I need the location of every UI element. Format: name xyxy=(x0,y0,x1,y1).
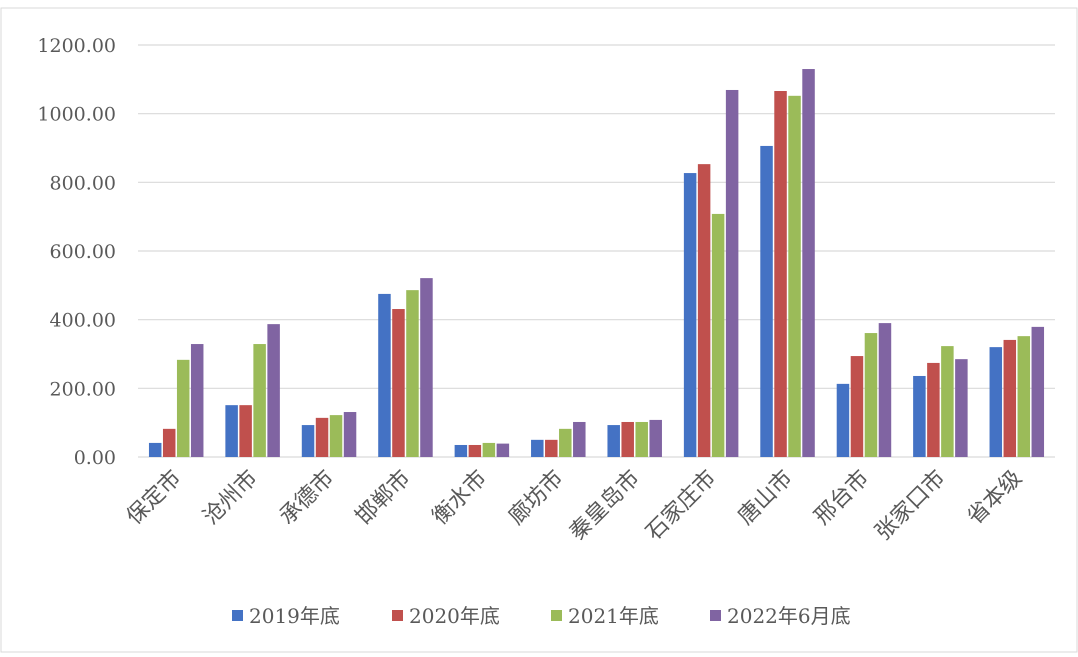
bar xyxy=(1017,336,1031,457)
bar xyxy=(573,421,586,457)
bar xyxy=(176,359,190,457)
bar xyxy=(774,91,787,458)
bar xyxy=(850,356,864,457)
bar xyxy=(420,278,433,457)
bar xyxy=(329,415,343,457)
bar xyxy=(621,421,634,457)
bar xyxy=(725,89,739,457)
bar xyxy=(253,344,266,457)
legend-swatch xyxy=(710,610,721,621)
bar xyxy=(711,213,725,457)
bar xyxy=(162,428,176,457)
chart-frame xyxy=(0,7,1078,653)
bar xyxy=(941,346,954,457)
legend-label: 2021年底 xyxy=(568,604,659,628)
bar xyxy=(607,425,620,457)
bar xyxy=(482,442,496,457)
bar xyxy=(760,145,773,457)
bar xyxy=(267,324,280,457)
bar xyxy=(531,439,544,457)
bar xyxy=(378,293,391,457)
bar xyxy=(683,173,697,457)
bar xyxy=(649,419,662,457)
bar xyxy=(496,443,510,457)
bar xyxy=(927,362,940,457)
bar xyxy=(148,442,162,457)
bar xyxy=(190,344,204,457)
legend-label: 2022年6月底 xyxy=(727,604,851,628)
legend-swatch xyxy=(551,610,562,621)
y-tick-label: 600.00 xyxy=(50,241,116,263)
bar xyxy=(406,290,419,457)
bar xyxy=(1003,339,1017,457)
bar xyxy=(955,359,968,457)
bar xyxy=(559,428,572,457)
y-tick-label: 400.00 xyxy=(50,310,116,332)
bar xyxy=(392,309,405,457)
bar xyxy=(545,439,558,457)
bar xyxy=(913,375,926,457)
bar xyxy=(225,405,238,457)
bar xyxy=(836,383,850,457)
bar xyxy=(788,95,801,458)
bar xyxy=(878,323,892,457)
y-tick-label: 1200.00 xyxy=(37,35,116,57)
bar xyxy=(468,444,482,457)
bar xyxy=(343,412,357,457)
bar xyxy=(315,417,329,457)
bar xyxy=(989,347,1003,457)
bar xyxy=(864,333,878,457)
legend-label: 2020年底 xyxy=(409,604,500,628)
y-tick-label: 800.00 xyxy=(50,172,116,194)
legend-swatch xyxy=(232,610,243,621)
bar xyxy=(635,421,648,457)
y-tick-label: 0.00 xyxy=(74,447,116,469)
bar xyxy=(239,405,252,457)
bar xyxy=(1031,326,1045,457)
bar xyxy=(697,164,711,458)
legend-swatch xyxy=(392,610,403,621)
bar xyxy=(301,425,315,457)
legend-label: 2019年底 xyxy=(249,604,340,628)
y-tick-label: 1000.00 xyxy=(37,104,116,126)
bar xyxy=(454,444,468,457)
y-tick-label: 200.00 xyxy=(50,378,116,400)
bar xyxy=(802,69,815,458)
